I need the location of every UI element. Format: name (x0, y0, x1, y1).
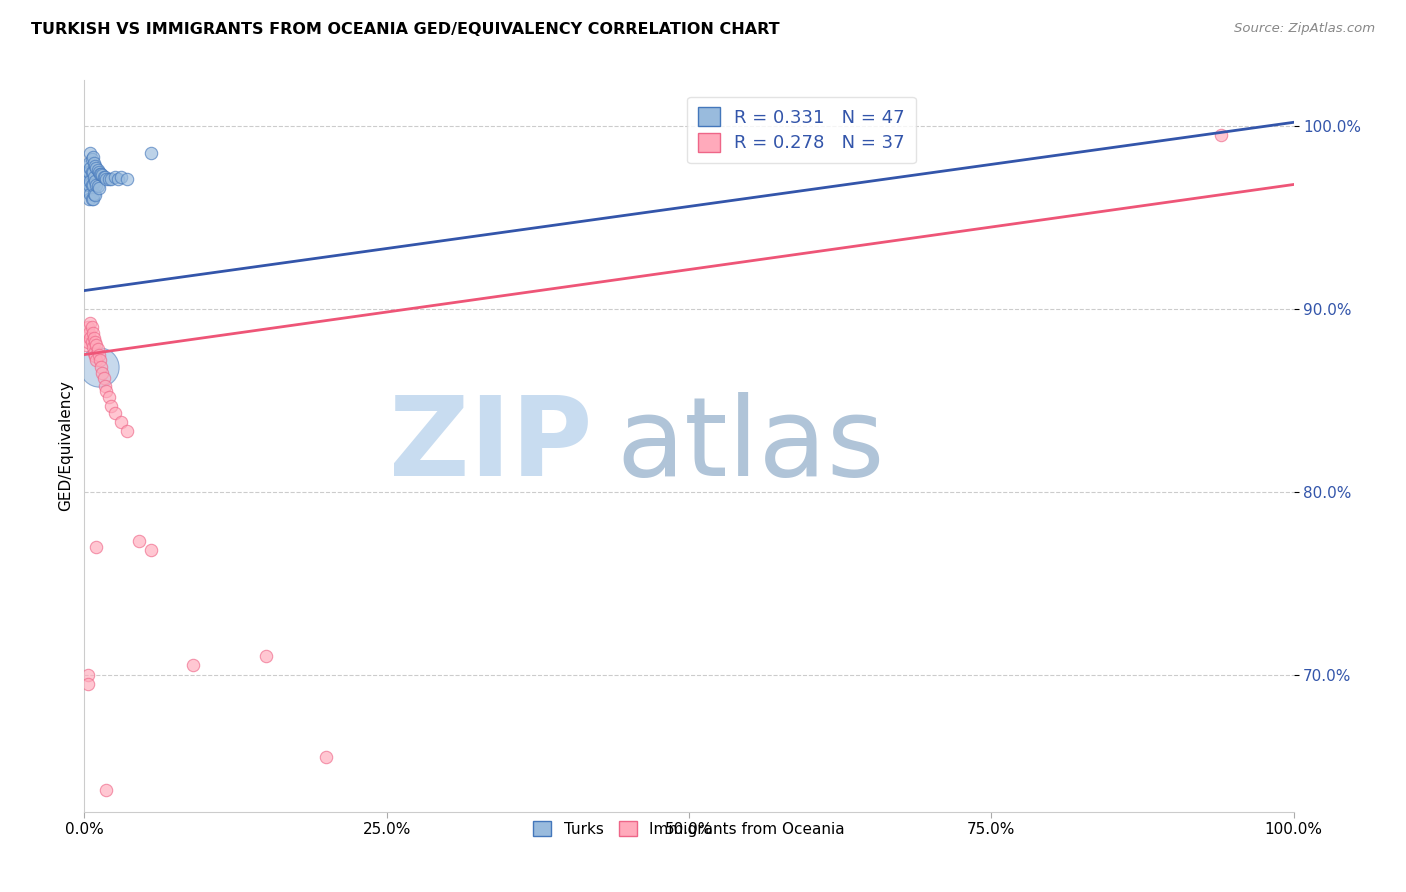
Point (107, 172, 129, 186)
Point (82, 340, 104, 354)
Text: Source: ZipAtlas.com: Source: ZipAtlas.com (1234, 22, 1375, 36)
Point (79, 186, 101, 201)
Point (94, 782, 117, 797)
Point (93, 371, 115, 385)
Point (1209, 128, 1232, 142)
Point (86, 161, 108, 175)
Point (77, 178, 100, 192)
Point (86, 342, 108, 356)
Text: ZIP: ZIP (389, 392, 592, 500)
Point (97, 172, 120, 186)
Legend: Turks, Immigrants from Oceania: Turks, Immigrants from Oceania (526, 813, 852, 845)
Point (77, 326, 100, 340)
Point (79, 161, 101, 175)
Point (86, 338, 108, 352)
Point (76, 329, 98, 343)
Point (79, 174, 101, 188)
Point (77, 677, 100, 691)
Point (110, 415, 132, 429)
Text: atlas: atlas (616, 392, 884, 500)
Point (86, 540, 108, 554)
Point (84, 159, 107, 173)
Point (79, 146, 101, 161)
Point (110, 170, 132, 185)
Point (89, 167, 111, 181)
Point (79, 331, 101, 345)
Point (86, 162, 108, 177)
Point (100, 399, 122, 413)
Point (84, 174, 107, 188)
Point (77, 183, 100, 197)
Point (315, 749, 337, 764)
Point (82, 326, 104, 340)
Point (87, 347, 110, 362)
Point (83, 170, 105, 185)
Point (83, 155, 105, 169)
Point (83, 345, 105, 359)
Point (77, 155, 100, 169)
Point (80, 320, 103, 334)
Text: TURKISH VS IMMIGRANTS FROM OCEANIA GED/EQUIVALENCY CORRELATION CHART: TURKISH VS IMMIGRANTS FROM OCEANIA GED/E… (31, 22, 779, 37)
Point (77, 334, 100, 349)
Point (139, 543, 162, 558)
Point (90, 360, 112, 375)
Point (83, 186, 105, 201)
Point (77, 174, 100, 188)
Point (80, 164, 103, 178)
Point (128, 534, 150, 549)
Point (100, 172, 122, 186)
Point (115, 425, 138, 439)
Point (90, 167, 112, 181)
Point (87, 360, 110, 375)
Point (76, 170, 98, 185)
Point (77, 192, 100, 206)
Point (77, 667, 100, 681)
Point (94, 172, 117, 186)
Point (91, 169, 114, 183)
Point (139, 146, 162, 161)
Point (75, 338, 97, 352)
Point (84, 334, 107, 349)
Point (93, 170, 115, 185)
Point (104, 406, 127, 420)
Point (89, 353, 111, 368)
Point (87, 181, 110, 195)
Point (79, 317, 101, 331)
Point (94, 378, 117, 392)
Point (97, 390, 120, 404)
Point (82, 192, 104, 206)
Point (77, 320, 100, 334)
Point (84, 350, 107, 364)
Point (86, 178, 108, 192)
Point (77, 159, 100, 173)
Point (75, 164, 97, 178)
Point (83, 331, 105, 345)
Point (115, 172, 138, 186)
Point (94, 170, 117, 185)
Point (181, 658, 204, 673)
Point (76, 178, 98, 192)
Point (254, 649, 277, 664)
Point (84, 188, 107, 202)
Point (80, 178, 103, 192)
Y-axis label: GED/Equivalency: GED/Equivalency (58, 381, 73, 511)
Point (80, 334, 103, 349)
Point (94, 384, 117, 399)
Point (82, 178, 104, 192)
Point (77, 164, 100, 178)
Point (86, 179, 108, 194)
Point (82, 150, 104, 164)
Point (80, 192, 103, 206)
Point (87, 164, 110, 178)
Point (82, 164, 104, 178)
Point (91, 366, 114, 380)
Point (104, 170, 127, 185)
Point (80, 152, 103, 166)
Point (86, 353, 108, 368)
